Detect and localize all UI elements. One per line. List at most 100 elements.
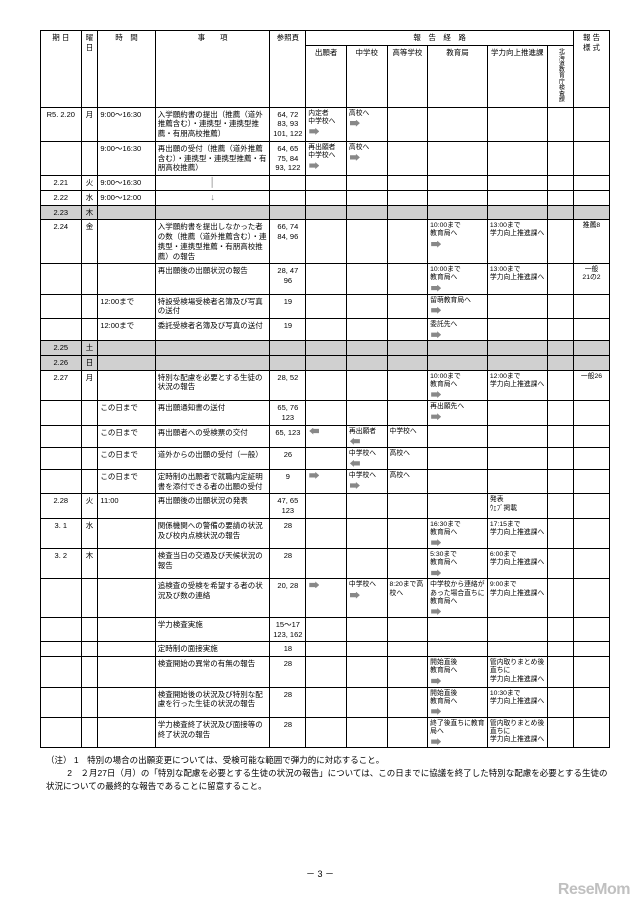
cell xyxy=(547,355,573,370)
cell xyxy=(387,370,428,400)
cell xyxy=(346,687,387,717)
cell: 水 xyxy=(81,190,98,205)
table-row: 12:00まで委託受検者名簿及び写真の送付19委託先へ xyxy=(41,319,610,341)
cell xyxy=(41,319,82,341)
cell: 28 xyxy=(270,717,306,747)
cell: 9:00～16:30 xyxy=(98,141,155,175)
cell: 64, 65 75, 84 93, 122 xyxy=(270,141,306,175)
th-form: 報 告 様 式 xyxy=(573,31,609,108)
cell xyxy=(270,176,306,191)
cell: 28 xyxy=(270,549,306,579)
schedule-table: 期 日 曜日 時 間 事 項 参照頁 報 告 経 路 報 告 様 式 出願者 中… xyxy=(40,30,610,748)
cell: 高校へ xyxy=(387,447,428,469)
cell xyxy=(81,319,98,341)
cell: 10:30まで 学力向上推進課へ xyxy=(487,687,547,717)
cell xyxy=(346,264,387,294)
table-row: 追検査の受検を希望する者の状況及び数の連絡20, 28中学校へ8:20まで高校へ… xyxy=(41,579,610,617)
cell xyxy=(306,264,347,294)
table-row: 定時制の面接実施18 xyxy=(41,642,610,657)
cell xyxy=(487,642,547,657)
cell xyxy=(346,220,387,264)
th-route: 報 告 経 路 xyxy=(306,31,574,46)
cell xyxy=(155,205,270,220)
cell: この日まで xyxy=(98,447,155,469)
cell xyxy=(346,176,387,191)
cell xyxy=(41,657,82,687)
cell: 3. 2 xyxy=(41,549,82,579)
table-row: この日まで道外からの出願の受付（一般）26中学校へ高校へ xyxy=(41,447,610,469)
cell xyxy=(81,717,98,747)
cell: 中学校へ xyxy=(387,425,428,447)
cell xyxy=(98,549,155,579)
cell xyxy=(306,447,347,469)
table-row: 2.23木 xyxy=(41,205,610,220)
cell: 6:00まで 学力向上推進課へ xyxy=(487,549,547,579)
cell xyxy=(428,425,488,447)
cell: 再出願通知書の送付 xyxy=(155,401,270,426)
cell: 高校へ xyxy=(387,469,428,494)
cell xyxy=(547,687,573,717)
cell: 検査開始後の状況及び特別な配慮を行った生徒の状況の報告 xyxy=(155,687,270,717)
cell: 高校へ xyxy=(346,107,387,141)
arrow-right-icon xyxy=(431,285,441,292)
cell xyxy=(41,642,82,657)
cell xyxy=(547,401,573,426)
cell xyxy=(387,205,428,220)
cell xyxy=(387,549,428,579)
cell: 管内取りまとめ後直ちに 学力向上推進課へ xyxy=(487,657,547,687)
table-row: 検査開始の異常の有無の報告28開始直後 教育局へ管内取りまとめ後直ちに 学力向上… xyxy=(41,657,610,687)
cell: 検査開始の異常の有無の報告 xyxy=(155,657,270,687)
cell xyxy=(547,294,573,319)
arrow-right-icon xyxy=(350,154,360,161)
table-row: この日まで再出願者への受検票の交付65, 123再出願者中学校へ xyxy=(41,425,610,447)
cell xyxy=(98,205,155,220)
cell: この日まで xyxy=(98,425,155,447)
th-item: 事 項 xyxy=(155,31,270,108)
table-row: 12:00まで特設受検場受検者名簿及び写真の送付19留萌教育局へ xyxy=(41,294,610,319)
cell: 10:00まで 教育局へ xyxy=(428,264,488,294)
arrow-right-icon xyxy=(431,241,441,248)
table-row: 学力検査実施15～17 123, 162 xyxy=(41,617,610,642)
cell xyxy=(487,355,547,370)
cell: 16:30まで 教育局へ xyxy=(428,518,488,548)
cell xyxy=(387,294,428,319)
cell xyxy=(547,141,573,175)
watermark: ReseMom xyxy=(558,881,630,899)
cell xyxy=(346,294,387,319)
cell: 15～17 123, 162 xyxy=(270,617,306,642)
cell: 64, 72 83, 93 101, 122 xyxy=(270,107,306,141)
cell xyxy=(306,319,347,341)
cell: 18 xyxy=(270,642,306,657)
cell xyxy=(547,425,573,447)
cell xyxy=(98,657,155,687)
cell xyxy=(98,717,155,747)
cell xyxy=(346,401,387,426)
cell xyxy=(487,425,547,447)
cell: 10:00まで 教育局へ xyxy=(428,220,488,264)
cell xyxy=(573,447,609,469)
arrow-right-icon xyxy=(431,539,441,546)
cell: 8:20まで高校へ xyxy=(387,579,428,617)
cell: 中学校へ xyxy=(346,447,387,469)
arrow-right-icon xyxy=(431,569,441,576)
cell: 木 xyxy=(81,205,98,220)
cell: 9:00～16:30 xyxy=(98,107,155,141)
cell: ↓ xyxy=(155,190,270,205)
cell xyxy=(270,205,306,220)
cell: 特設受検場受検者名簿及び写真の送付 xyxy=(155,294,270,319)
cell: 2.21 xyxy=(41,176,82,191)
cell xyxy=(81,469,98,494)
cell xyxy=(428,205,488,220)
cell: 月 xyxy=(81,370,98,400)
table-row: 2.26日 xyxy=(41,355,610,370)
cell xyxy=(487,107,547,141)
cell xyxy=(41,687,82,717)
cell: 金 xyxy=(81,220,98,264)
cell: 学力検査実施 xyxy=(155,617,270,642)
table-row: 2.25土 xyxy=(41,341,610,356)
cell xyxy=(346,355,387,370)
cell xyxy=(81,141,98,175)
cell: 2.23 xyxy=(41,205,82,220)
cell: 日 xyxy=(81,355,98,370)
cell xyxy=(81,687,98,717)
